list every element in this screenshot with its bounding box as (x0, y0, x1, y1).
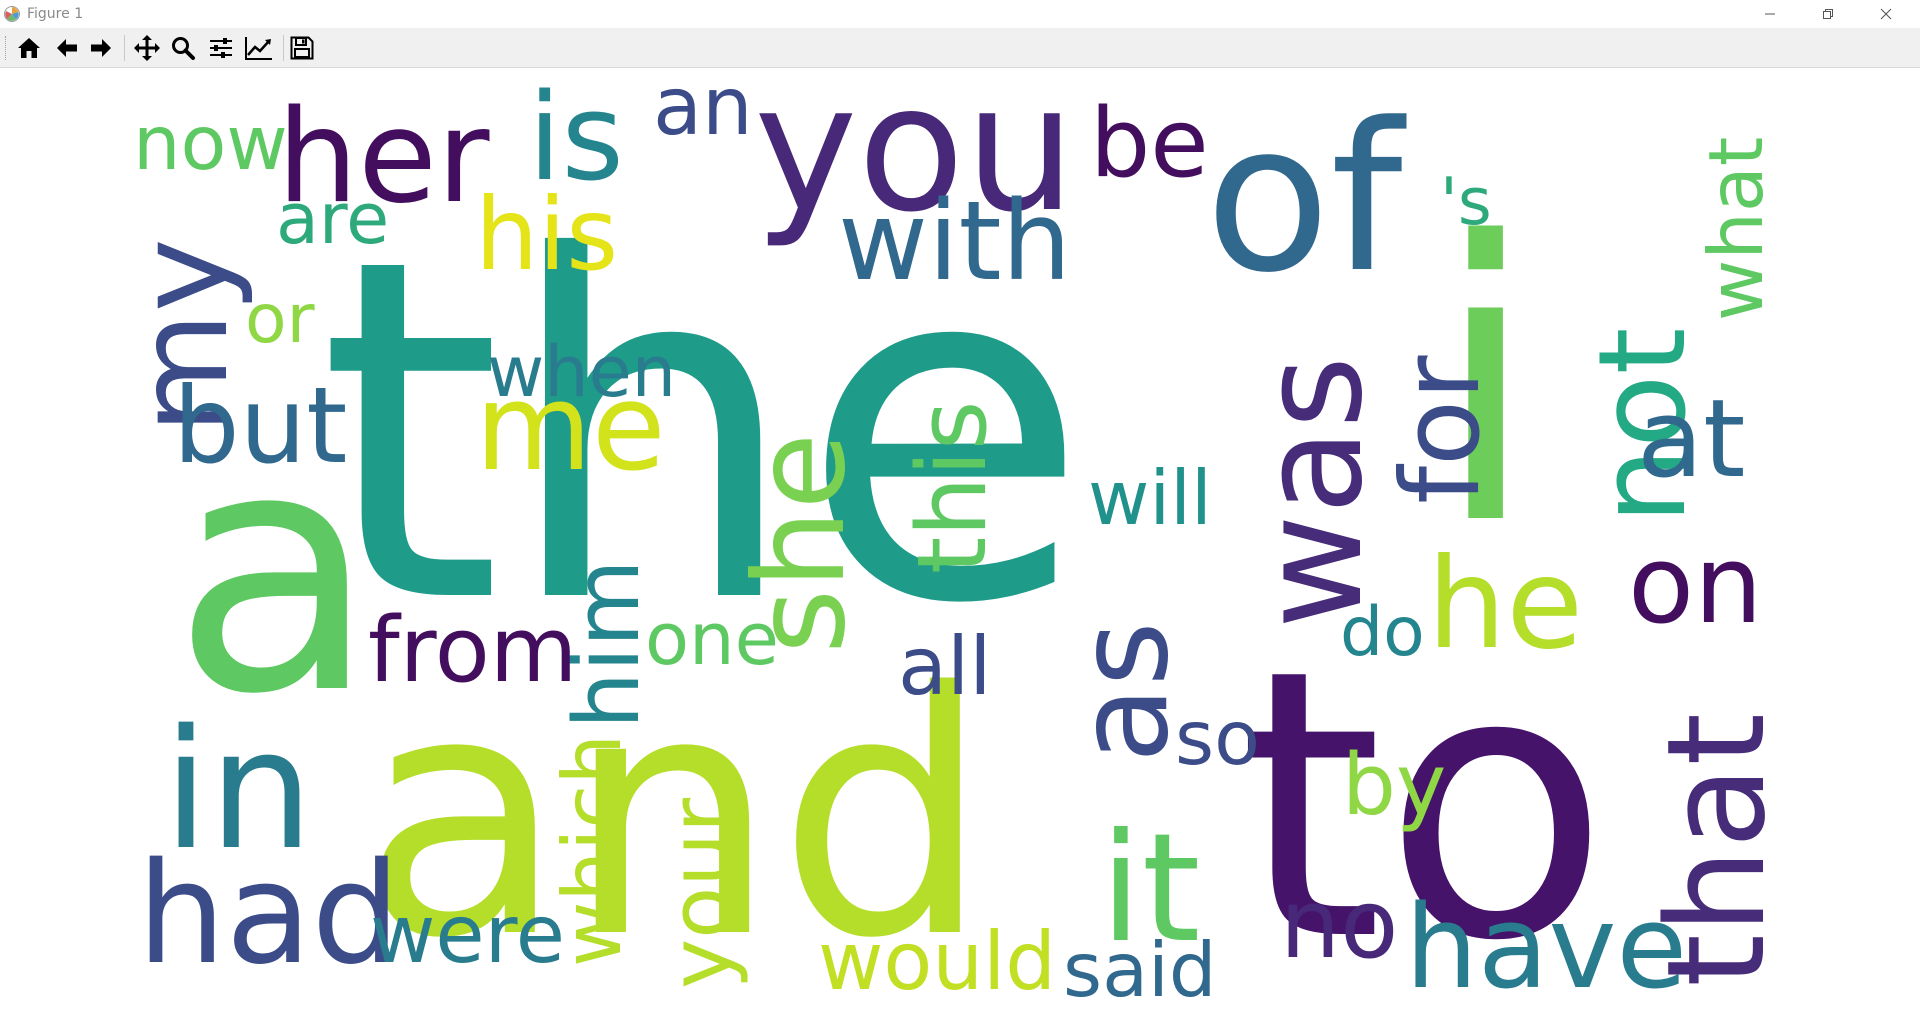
word-one: one (645, 597, 779, 681)
word-is: is (528, 69, 624, 208)
home-icon (18, 38, 40, 58)
word-he: he (1427, 532, 1583, 677)
word-do: do (1340, 593, 1425, 672)
word-had: had (137, 833, 400, 996)
word-of: of (1205, 80, 1407, 318)
arrow-left-icon (57, 39, 77, 57)
navigation-toolbar (0, 28, 1920, 68)
restore-icon (1823, 9, 1833, 19)
word-that: that (1638, 713, 1795, 987)
matplotlib-logo-icon (4, 6, 20, 22)
word-your: your (652, 798, 751, 989)
word-be: be (1090, 89, 1209, 199)
zoom-button[interactable] (167, 33, 199, 63)
word-will: will (1088, 454, 1212, 542)
title-bar[interactable]: Figure 1 (0, 0, 1920, 28)
word-with: with (838, 177, 1071, 305)
word-but: but (173, 365, 347, 487)
toolbar-grip[interactable] (5, 36, 9, 60)
save-button[interactable] (286, 33, 318, 63)
word-her: her (277, 83, 490, 232)
word-as: as (1051, 621, 1196, 763)
word-apostrophe-s: 's (1440, 165, 1492, 240)
floppy-disk-icon (290, 36, 314, 60)
toolbar-separator (124, 35, 125, 61)
word-have: have (1405, 881, 1687, 1015)
word-not: not (1574, 327, 1713, 524)
word-were: were (370, 888, 565, 981)
word-a: a (172, 378, 377, 768)
word-by: by (1342, 736, 1446, 835)
close-button[interactable] (1858, 0, 1914, 28)
word-when: when (487, 331, 676, 413)
word-no: no (1280, 870, 1398, 980)
word-are: are (276, 178, 389, 260)
sliders-icon (210, 38, 232, 58)
word-him: him (555, 559, 660, 729)
minimize-icon (1765, 13, 1775, 15)
word-now: now (133, 99, 288, 187)
arrow-right-icon (91, 39, 111, 57)
pan-button[interactable] (131, 33, 163, 63)
word-would: would (818, 915, 1056, 1008)
edit-axis-button[interactable] (243, 33, 275, 63)
word-to: to (1238, 592, 1609, 1022)
word-on: on (1628, 523, 1763, 648)
toolbar-separator (283, 35, 284, 61)
word-in: in (163, 694, 313, 886)
minimize-button[interactable] (1742, 0, 1798, 28)
word-for: for (1379, 355, 1504, 504)
word-the: the (318, 159, 1089, 706)
line-chart-icon (245, 37, 272, 60)
word-she: she (728, 433, 873, 654)
word-you: you (754, 69, 1076, 251)
word-and: and (360, 622, 990, 1012)
word-my: my (111, 238, 256, 434)
word-from: from (368, 598, 577, 703)
word-was: was (1231, 356, 1394, 629)
word-it: it (1100, 802, 1201, 976)
word-at: at (1637, 377, 1746, 502)
move-icon (134, 35, 160, 61)
figure-canvas[interactable]: the and to a of i you her is an be now my his are with '… (0, 69, 1920, 1030)
window-title: Figure 1 (27, 6, 84, 22)
word-this: this (898, 401, 1008, 574)
word-his: his (475, 176, 618, 293)
close-icon (1880, 8, 1892, 20)
word-or: or (245, 280, 315, 359)
word-said: said (1063, 926, 1216, 1014)
word-an: an (653, 69, 753, 153)
home-button[interactable] (13, 33, 45, 63)
word-i: i (1432, 161, 1539, 609)
word-all: all (898, 620, 991, 713)
forward-button[interactable] (85, 33, 117, 63)
magnifier-icon (172, 37, 195, 60)
word-which: which (546, 734, 639, 967)
word-me: me (475, 359, 666, 498)
word-so: so (1175, 694, 1260, 782)
restore-button[interactable] (1800, 0, 1856, 28)
back-button[interactable] (51, 33, 83, 63)
word-what: what (1692, 137, 1780, 321)
configure-subplots-button[interactable] (205, 33, 237, 63)
